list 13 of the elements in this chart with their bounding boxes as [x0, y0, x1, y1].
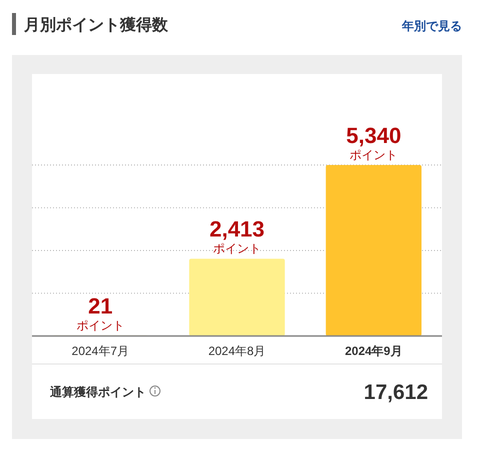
x-tick-label: 2024年9月	[344, 344, 402, 358]
annotation: ポイント	[213, 242, 261, 256]
text: 年別で見る	[401, 19, 462, 33]
annotation: ポイント	[350, 148, 398, 162]
data-label: 2,413	[209, 216, 265, 242]
chart-title: 月別ポイント獲得数	[23, 16, 169, 34]
data-label: 5,340	[346, 123, 402, 148]
text: 17,612	[364, 381, 428, 404]
annotation: ポイント	[76, 318, 124, 332]
x-tick-label: 2024年7月	[72, 344, 130, 358]
data-label: 21	[88, 293, 113, 318]
x-tick-label: 2024年8月	[208, 344, 266, 358]
text: 通算獲得ポイント	[49, 385, 146, 399]
